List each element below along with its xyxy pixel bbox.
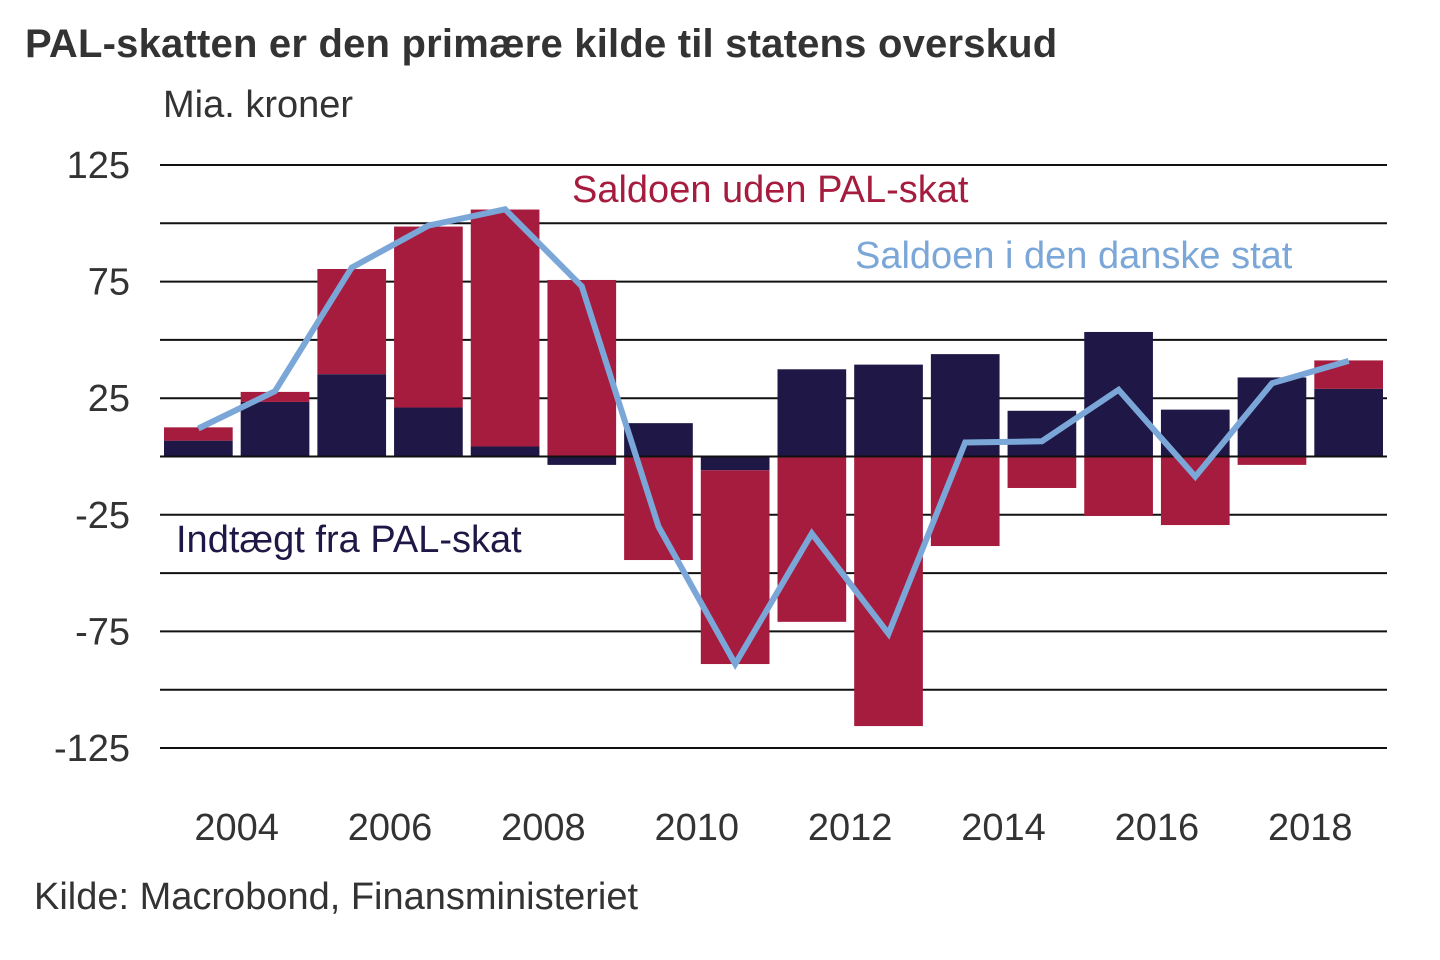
- bar-pal-income: [394, 407, 463, 457]
- bar-balance-excl-pal: [1237, 456, 1307, 465]
- chart-title: PAL-skatten er den primære kilde til sta…: [25, 22, 1058, 66]
- bar-pal-income: [700, 456, 770, 471]
- bar-pal-income: [240, 401, 310, 457]
- bar-pal-income: [777, 369, 847, 457]
- y-tick-label: 75: [88, 262, 130, 304]
- bar-balance-excl-pal: [1160, 456, 1230, 526]
- bar-balance-excl-pal: [164, 427, 233, 441]
- bar-balance-excl-pal: [547, 279, 617, 457]
- bar-balance-excl-pal: [854, 456, 923, 727]
- y-tick-label: -75: [75, 611, 130, 653]
- x-tick-label: 2008: [501, 807, 586, 849]
- bar-balance-excl-pal: [1007, 456, 1077, 488]
- x-tick-label: 2014: [961, 807, 1046, 849]
- bar-balance-excl-pal: [470, 209, 540, 447]
- legend-label-state-balance: Saldoen i den danske stat: [851, 234, 1297, 278]
- state-balance-line: [196, 206, 1350, 671]
- y-tick-label: -25: [75, 495, 130, 537]
- bar-pal-income: [470, 446, 540, 457]
- bar-pal-income: [547, 456, 617, 465]
- bar-pal-income: [1314, 388, 1383, 457]
- bar-pal-income: [317, 374, 387, 457]
- x-tick-label: 2018: [1268, 807, 1353, 849]
- bar-balance-excl-pal: [624, 456, 693, 561]
- x-tick-label: 2016: [1115, 807, 1200, 849]
- legend-label-balance-excl-pal: Saldoen uden PAL-skat: [568, 168, 973, 212]
- y-tick-label: -125: [54, 728, 130, 770]
- x-axis-ticks: 2004 2006 2008 2010 2012 2014 2016 2018: [194, 807, 1352, 849]
- bar-balance-excl-pal: [394, 226, 463, 408]
- x-tick-label: 2004: [194, 807, 279, 849]
- bar-pal-income: [854, 364, 923, 457]
- line-state-balance: [196, 206, 1350, 671]
- bar-balance-excl-pal: [240, 391, 310, 402]
- bar-balance-excl-pal: [700, 470, 770, 665]
- legend-label-pal-income: Indtægt fra PAL-skat: [176, 519, 522, 561]
- y-tick-label: 125: [67, 145, 130, 187]
- x-tick-label: 2006: [348, 807, 433, 849]
- x-tick-label: 2012: [808, 807, 893, 849]
- bar-pal-income: [1007, 410, 1077, 457]
- bar-pal-income: [164, 440, 233, 457]
- bar-balance-excl-pal: [1084, 456, 1153, 516]
- bar-pal-income: [1237, 377, 1307, 457]
- source-note: Kilde: Macrobond, Finansministeriet: [34, 876, 639, 918]
- x-tick-label: 2010: [655, 807, 740, 849]
- y-axis-ticks: 125 75 25 -25 -75 -125: [54, 145, 130, 770]
- bars: [164, 209, 1383, 727]
- y-tick-label: 25: [88, 378, 130, 420]
- y-axis-unit-label: Mia. kroner: [163, 84, 354, 126]
- bar-balance-excl-pal: [317, 269, 387, 375]
- bar-balance-excl-pal: [1314, 360, 1383, 389]
